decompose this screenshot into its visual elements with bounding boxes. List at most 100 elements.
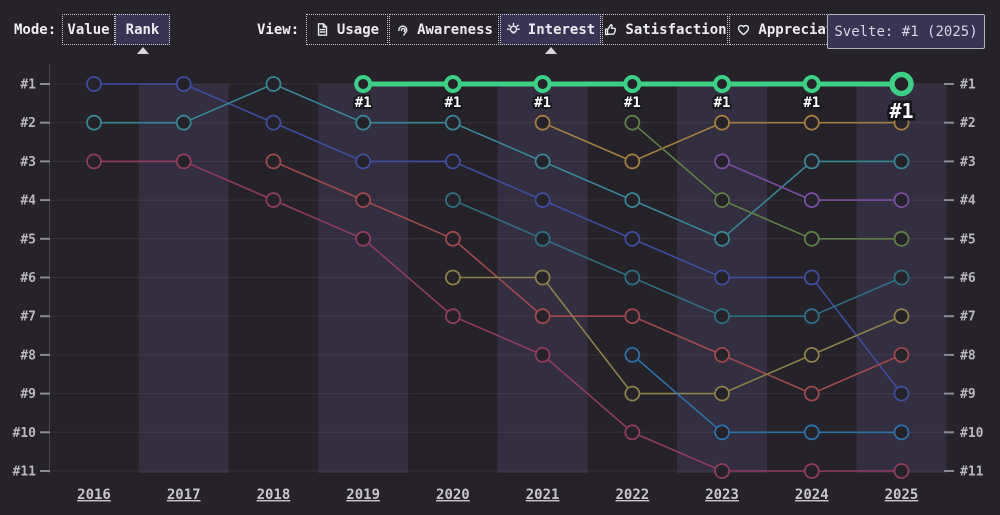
- view-usage-button[interactable]: Usage: [306, 14, 388, 45]
- year-label-2021[interactable]: 2021: [526, 487, 560, 503]
- year-label-2020[interactable]: 2020: [436, 487, 470, 503]
- mode-label: Mode:: [14, 22, 57, 38]
- data-point-teal-2019[interactable]: [355, 114, 372, 131]
- data-point-svelte-2021[interactable]: [533, 75, 552, 93]
- view-satisfaction-button[interactable]: Satisfaction: [602, 14, 728, 45]
- data-point-olive-2025[interactable]: [893, 308, 910, 325]
- data-point-tan-2023[interactable]: [714, 114, 730, 131]
- data-point-tan-2022[interactable]: [624, 153, 641, 170]
- data-point-olive-green-2025[interactable]: [893, 230, 910, 247]
- view-interest-button[interactable]: Interest: [500, 14, 601, 54]
- data-point-dark-teal-2022[interactable]: [624, 269, 641, 286]
- data-point-olive-2023[interactable]: [714, 385, 730, 402]
- data-point-tan-2021[interactable]: [534, 114, 551, 131]
- year-label-2019[interactable]: 2019: [346, 487, 380, 503]
- data-point-svelte-2023[interactable]: [713, 75, 732, 93]
- data-point-steel-blue-2023[interactable]: [714, 424, 730, 441]
- series-line-dark-teal: [452, 199, 903, 318]
- data-point-purple-2023[interactable]: [714, 153, 730, 170]
- data-point-blue-2019[interactable]: [355, 153, 372, 170]
- year-label-2016[interactable]: 2016: [77, 487, 111, 503]
- data-point-red-2025[interactable]: [893, 346, 910, 363]
- data-point-olive-green-2024[interactable]: [803, 230, 820, 247]
- data-point-dark-teal-2025[interactable]: [893, 269, 910, 286]
- data-point-blue-2020[interactable]: [444, 153, 461, 170]
- data-point-dark-teal-2024[interactable]: [803, 308, 820, 325]
- data-point-olive-green-2023[interactable]: [714, 192, 730, 209]
- data-point-teal-2024[interactable]: [803, 153, 820, 170]
- year-label-2018[interactable]: 2018: [257, 487, 291, 503]
- data-point-crimson-2021[interactable]: [534, 346, 551, 363]
- rank-badge-2020: #1: [444, 95, 461, 111]
- data-point-crimson-2025[interactable]: [893, 463, 910, 479]
- data-point-red-2019[interactable]: [355, 192, 372, 209]
- year-label-2017[interactable]: 2017: [167, 487, 201, 503]
- data-point-svelte-2019[interactable]: [354, 75, 373, 93]
- data-point-crimson-2024[interactable]: [803, 463, 820, 479]
- data-point-teal-2021[interactable]: [534, 153, 551, 170]
- data-point-svelte-2022[interactable]: [623, 75, 642, 93]
- data-point-dark-teal-2020[interactable]: [444, 192, 461, 209]
- data-point-teal-2022[interactable]: [624, 192, 641, 209]
- data-point-olive-2024[interactable]: [803, 346, 820, 363]
- view-awareness-button[interactable]: Awareness: [389, 14, 499, 45]
- data-point-blue-2024[interactable]: [803, 269, 820, 286]
- data-point-dark-teal-2021[interactable]: [534, 230, 551, 247]
- mode-value-button[interactable]: Value: [62, 14, 115, 45]
- data-point-olive-green-2022[interactable]: [624, 114, 641, 131]
- data-point-red-2018[interactable]: [265, 153, 282, 170]
- data-point-teal-2018[interactable]: [265, 76, 282, 92]
- data-point-tan-2024[interactable]: [803, 114, 820, 131]
- data-point-teal-2023[interactable]: [714, 230, 730, 247]
- data-point-crimson-2017[interactable]: [175, 153, 192, 170]
- data-point-crimson-2023[interactable]: [714, 463, 730, 479]
- data-point-blue-2021[interactable]: [534, 192, 551, 209]
- year-label-2025[interactable]: 2025: [885, 487, 919, 503]
- data-point-crimson-2022[interactable]: [624, 424, 641, 441]
- data-point-svelte-2024[interactable]: [802, 75, 821, 93]
- data-point-red-2020[interactable]: [444, 230, 461, 247]
- rank-label-right-#10: #10: [960, 426, 984, 441]
- data-point-crimson-2020[interactable]: [444, 308, 461, 325]
- data-point-blue-2025[interactable]: [893, 385, 910, 402]
- data-point-teal-2025[interactable]: [893, 153, 910, 170]
- data-point-red-2024[interactable]: [803, 385, 820, 402]
- data-point-crimson-2018[interactable]: [265, 192, 282, 209]
- data-point-blue-2018[interactable]: [265, 114, 282, 131]
- rank-label-right-#5: #5: [960, 232, 976, 247]
- data-point-blue-2022[interactable]: [624, 230, 641, 247]
- year-label-2022[interactable]: 2022: [615, 487, 649, 503]
- data-point-olive-2020[interactable]: [444, 269, 461, 286]
- rank-badge-2025: #1: [889, 99, 913, 123]
- data-point-blue-2023[interactable]: [714, 269, 730, 286]
- data-point-purple-2025[interactable]: [893, 192, 910, 209]
- rank-label-left-#1: #1: [20, 78, 36, 93]
- year-label-2023[interactable]: 2023: [705, 487, 739, 503]
- data-point-steel-blue-2022[interactable]: [624, 346, 641, 363]
- data-point-svelte-2025[interactable]: [889, 71, 914, 97]
- data-point-teal-2016[interactable]: [86, 114, 102, 131]
- data-point-olive-2022[interactable]: [624, 385, 641, 402]
- data-point-svelte-2020[interactable]: [443, 75, 462, 93]
- data-point-teal-2017[interactable]: [175, 114, 192, 131]
- data-point-teal-2020[interactable]: [444, 114, 461, 131]
- data-point-purple-2024[interactable]: [803, 192, 820, 209]
- data-point-crimson-2016[interactable]: [86, 153, 102, 170]
- selected-caret-icon: [544, 47, 557, 54]
- data-point-red-2023[interactable]: [714, 346, 730, 363]
- data-point-red-2022[interactable]: [624, 308, 641, 325]
- data-point-dark-teal-2023[interactable]: [714, 308, 730, 325]
- data-point-crimson-2019[interactable]: [355, 230, 372, 247]
- data-point-red-2021[interactable]: [534, 308, 551, 325]
- year-label-2024[interactable]: 2024: [795, 487, 829, 503]
- data-point-blue-2017[interactable]: [175, 76, 192, 92]
- data-point-blue-2016[interactable]: [86, 76, 102, 92]
- data-point-olive-2021[interactable]: [534, 269, 551, 286]
- ear-icon: [395, 22, 410, 37]
- data-point-steel-blue-2024[interactable]: [803, 424, 820, 441]
- mode-rank-button[interactable]: Rank: [115, 14, 170, 54]
- data-point-tan-2025[interactable]: [893, 114, 910, 131]
- mode-rank-label: Rank: [125, 21, 160, 38]
- data-point-steel-blue-2025[interactable]: [893, 424, 910, 441]
